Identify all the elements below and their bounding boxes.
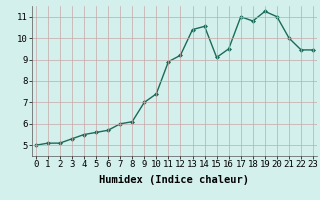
- X-axis label: Humidex (Indice chaleur): Humidex (Indice chaleur): [100, 175, 249, 185]
